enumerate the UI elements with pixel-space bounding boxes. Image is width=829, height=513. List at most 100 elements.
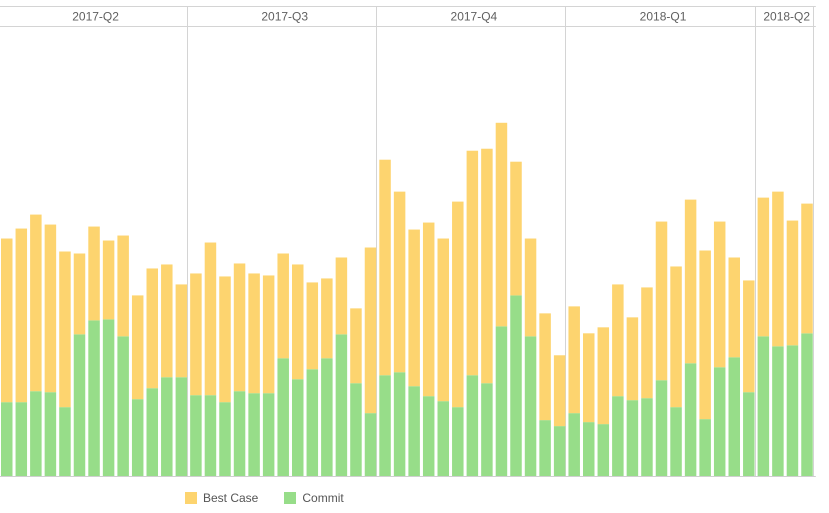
best-case-bar: [713, 221, 726, 368]
best-case-bar: [190, 273, 202, 396]
commit-bar: [248, 393, 260, 476]
commit-bar: [510, 295, 522, 476]
commit-bar: [583, 422, 595, 476]
best-case-bar: [117, 235, 129, 337]
commit-bar: [466, 375, 479, 476]
best-case-bar: [568, 306, 580, 414]
commit-bar: [626, 400, 639, 476]
best-case-bar: [612, 284, 624, 397]
commit-swatch: [284, 492, 297, 504]
best-case-bar: [481, 148, 493, 384]
commit-bar: [350, 383, 362, 476]
commit-bar: [379, 375, 391, 476]
commit-bar: [728, 357, 740, 476]
commit-bar: [786, 345, 799, 476]
best-case-bar: [393, 191, 406, 373]
bars-group: [1, 122, 813, 476]
best-case-bar: [277, 253, 289, 359]
quarter-header-row: 2017-Q2 2017-Q3 2017-Q4 2018-Q1 2018-Q2: [0, 6, 816, 477]
commit-bar: [597, 424, 610, 476]
best-case-bar: [219, 276, 231, 403]
commit-bar: [364, 413, 377, 476]
commit-bar: [117, 336, 129, 476]
best-case-bar: [772, 191, 784, 347]
commit-bar: [131, 399, 144, 476]
commit-bar: [422, 396, 435, 476]
best-case-bar: [248, 273, 260, 394]
best-case-bar: [364, 247, 377, 414]
commit-bar: [73, 334, 86, 476]
best-case-bar: [699, 250, 711, 420]
commit-bar: [801, 333, 813, 476]
commit-bar: [204, 395, 217, 476]
legend-label-commit: Commit: [302, 491, 344, 505]
quarter-label: 2018-Q1: [640, 10, 687, 24]
legend-item-commit[interactable]: Commit: [284, 491, 344, 505]
commit-bar: [219, 402, 231, 476]
commit-bar: [102, 319, 115, 476]
best-case-bar: [743, 280, 755, 393]
best-case-bar: [59, 251, 71, 408]
commit-bar: [670, 407, 682, 476]
commit-bar: [612, 396, 624, 476]
best-case-bar: [641, 287, 653, 399]
best-case-bar: [321, 278, 333, 359]
best-case-swatch: [185, 492, 197, 504]
best-case-bar: [728, 257, 740, 358]
commit-bar: [553, 426, 566, 476]
commit-bar: [262, 393, 275, 476]
best-case-bar: [204, 242, 217, 396]
commit-bar: [772, 346, 784, 476]
best-case-bar: [539, 313, 551, 421]
commit-bar: [88, 320, 100, 476]
best-case-bar: [684, 199, 697, 364]
quarter-label: 2017-Q3: [261, 10, 308, 24]
best-case-bar: [524, 238, 537, 337]
commit-bar: [321, 358, 333, 476]
best-case-bar: [757, 197, 770, 337]
commit-bar: [524, 336, 537, 476]
best-case-bar: [466, 150, 479, 376]
legend: Best Case Commit: [185, 491, 344, 505]
best-case-bar: [495, 122, 508, 327]
best-case-bar: [262, 275, 275, 394]
best-case-bar: [350, 308, 362, 384]
commit-bar: [495, 326, 508, 476]
commit-bar: [568, 413, 580, 476]
commit-bar: [655, 380, 668, 476]
best-case-bar: [306, 282, 319, 370]
best-case-bar: [626, 317, 639, 401]
best-case-bar: [583, 333, 595, 423]
best-case-bar: [437, 238, 449, 402]
commit-bar: [306, 369, 319, 476]
commit-bar: [699, 419, 711, 476]
commit-bar: [233, 391, 246, 476]
quarter-label: 2017-Q4: [451, 10, 498, 24]
commit-bar: [743, 392, 755, 476]
best-case-bar: [510, 161, 522, 296]
commit-bar: [393, 372, 406, 476]
commit-bar: [44, 392, 57, 476]
commit-bar: [684, 363, 697, 476]
commit-bar: [481, 383, 493, 476]
commit-bar: [190, 395, 202, 476]
best-case-bar: [422, 222, 435, 397]
best-case-bar: [655, 221, 668, 381]
commit-bar: [292, 379, 304, 476]
best-case-bar: [786, 220, 799, 346]
commit-bar: [146, 388, 158, 476]
best-case-bar: [335, 257, 348, 335]
commit-bar: [175, 377, 188, 476]
best-case-bar: [379, 159, 391, 376]
commit-bar: [30, 391, 42, 476]
best-case-bar: [408, 229, 420, 387]
best-case-bar: [597, 327, 610, 425]
best-case-bar: [801, 203, 813, 334]
best-case-bar: [88, 226, 100, 321]
best-case-bar: [102, 240, 115, 320]
commit-bar: [641, 398, 653, 476]
best-case-bar: [131, 295, 144, 400]
best-case-bar: [175, 284, 188, 378]
legend-item-best-case[interactable]: Best Case: [185, 491, 258, 505]
